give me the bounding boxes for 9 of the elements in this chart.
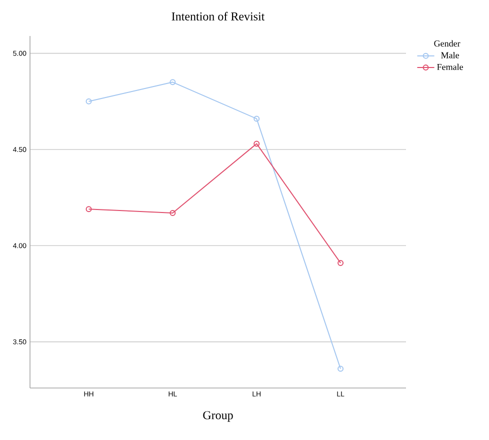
x-axis-title: Group (203, 411, 233, 422)
point (170, 79, 176, 86)
legend-title: Gender (434, 40, 460, 47)
point (170, 210, 176, 216)
point (254, 116, 260, 122)
legend-label: Male (441, 52, 459, 58)
legend-label: Female (437, 64, 463, 70)
point (254, 140, 260, 147)
chart-title: Intention of Revisit (172, 12, 265, 20)
